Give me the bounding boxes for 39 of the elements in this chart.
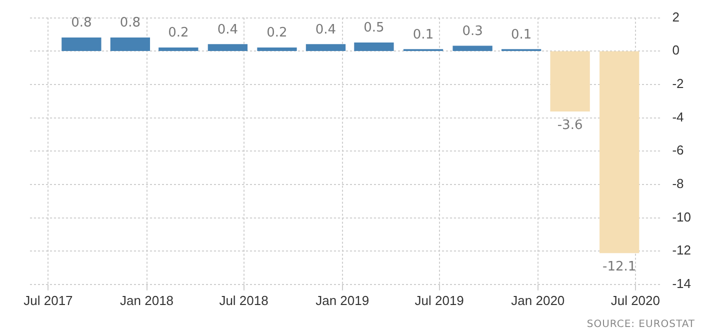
x-tick-label: Jul 2020 <box>610 292 660 308</box>
x-tick-label: Jul 2018 <box>219 292 268 308</box>
bar <box>550 51 590 112</box>
data-label: 0.5 <box>364 20 384 36</box>
y-tick-label: 0 <box>672 42 680 58</box>
x-tick-label: Jul 2019 <box>414 292 464 308</box>
data-label: 0.2 <box>266 26 288 41</box>
bar <box>208 44 248 51</box>
y-tick-label: 2 <box>672 9 680 24</box>
data-label: 0.8 <box>71 16 92 31</box>
bar <box>354 42 394 51</box>
data-label: 0.8 <box>120 16 141 31</box>
y-tick-label: -6 <box>672 142 684 158</box>
data-label: -3.6 <box>557 118 583 133</box>
data-label: 0.1 <box>412 27 434 42</box>
y-tick-label: -4 <box>672 109 684 124</box>
y-tick-label: -8 <box>672 176 684 192</box>
x-tick-label: Jan 2020 <box>511 292 565 308</box>
data-label: 0.2 <box>168 26 189 41</box>
y-tick-label: -12 <box>672 242 692 258</box>
bar <box>62 37 102 51</box>
x-tick-label: Jul 2017 <box>24 292 73 308</box>
y-tick-label: -10 <box>672 209 692 224</box>
bar <box>158 47 198 51</box>
bar <box>452 46 492 51</box>
x-tick-label: Jan 2019 <box>316 292 370 308</box>
y-tick-label: -2 <box>672 76 684 92</box>
bar <box>600 51 640 254</box>
data-label: 0.1 <box>510 27 532 42</box>
x-tick-label: Jan 2018 <box>120 292 174 308</box>
data-label: 0.4 <box>315 22 336 38</box>
source-note: SOURCE: EUROSTAT <box>586 319 695 330</box>
data-label: -12.1 <box>602 260 636 275</box>
y-tick-label: -14 <box>672 276 692 291</box>
bar <box>110 37 150 51</box>
bar <box>306 44 346 51</box>
bar <box>257 47 297 51</box>
data-label: 0.4 <box>217 22 238 38</box>
data-label: 0.3 <box>462 24 483 39</box>
